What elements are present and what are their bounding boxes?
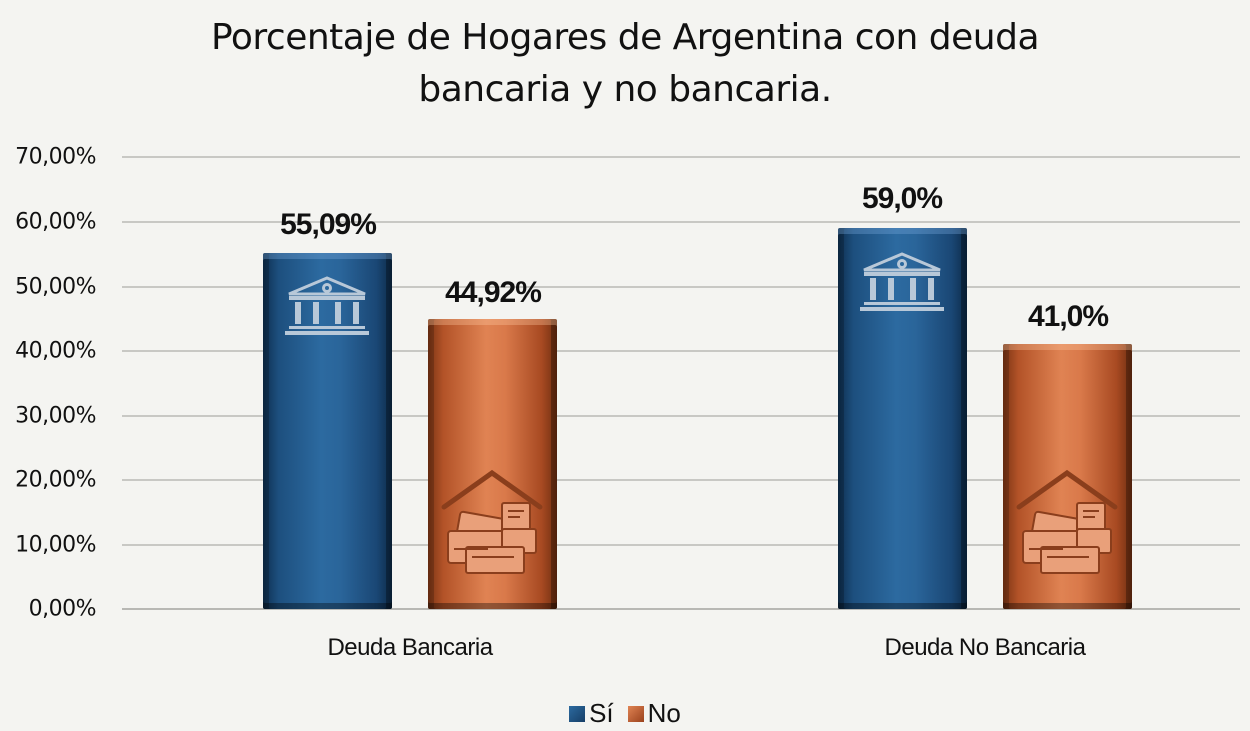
bar-deuda-no-bancaria-si	[838, 228, 967, 609]
bar-value-label: 41,0%	[1027, 300, 1109, 333]
bar-deuda-bancaria-si	[263, 253, 392, 609]
bar-value-label: 59,0%	[861, 182, 943, 215]
legend-swatch-no	[627, 705, 644, 722]
legend-item-si[interactable]: Sí	[569, 698, 614, 729]
y-tick-label: 30,00%	[15, 403, 96, 429]
gridline-40	[122, 350, 1240, 352]
y-tick-label: 20,00%	[15, 467, 96, 493]
x-axis-line	[122, 608, 1240, 610]
house-cards-money-icon	[441, 469, 543, 574]
y-tick-label: 0,00%	[28, 596, 97, 622]
gridline-20	[122, 479, 1240, 481]
bank-building-icon	[285, 276, 369, 335]
legend-label: Sí	[589, 698, 614, 728]
y-tick-label: 70,00%	[15, 144, 96, 170]
gridline-50	[122, 286, 1240, 288]
y-tick-label: 40,00%	[15, 338, 96, 364]
bar-value-label: 55,09%	[280, 208, 377, 241]
chart-title-line2: bancaria y no bancaria.	[418, 69, 832, 110]
bar-value-label: 44,92%	[445, 276, 542, 309]
gridline-10	[122, 544, 1240, 546]
y-tick-label: 10,00%	[15, 532, 96, 558]
y-tick-label: 60,00%	[15, 209, 96, 235]
chart-title-line1: Porcentaje de Hogares de Argentina con d…	[210, 17, 1040, 58]
legend: Sí No	[0, 698, 1250, 729]
chart-title: Porcentaje de Hogares de Argentina con d…	[0, 12, 1250, 116]
x-category-label: Deuda Bancaria	[327, 634, 493, 661]
gridline-70	[122, 156, 1240, 158]
bank-building-icon	[860, 252, 944, 311]
gridline-30	[122, 415, 1240, 417]
legend-swatch-si	[569, 705, 586, 722]
y-tick-label: 50,00%	[15, 274, 96, 300]
house-cards-money-icon	[1016, 469, 1118, 574]
x-category-label: Deuda No Bancaria	[884, 634, 1086, 661]
gridline-60	[122, 221, 1240, 223]
legend-label: No	[647, 698, 681, 728]
legend-item-no[interactable]: No	[627, 698, 681, 729]
